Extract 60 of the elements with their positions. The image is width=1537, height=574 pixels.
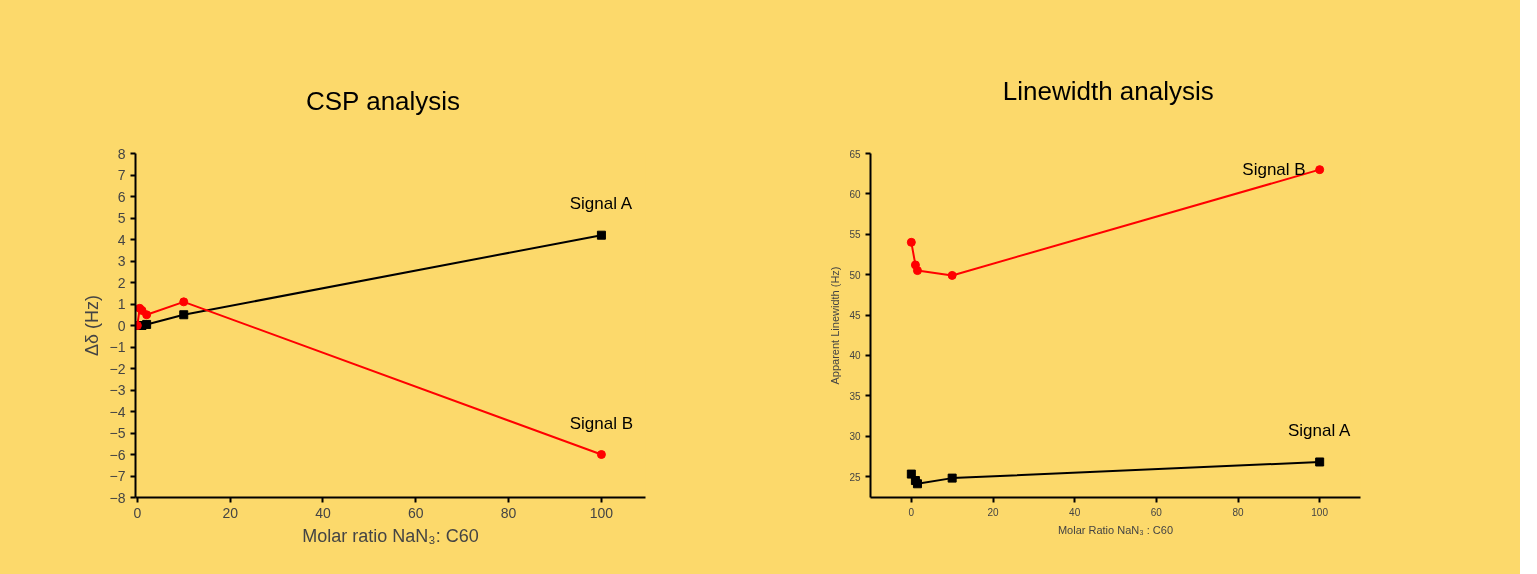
- series-label: Signal A: [569, 194, 633, 214]
- point: [947, 270, 957, 280]
- x-tick-label: 80: [500, 504, 517, 521]
- y-tick-label: 0: [117, 317, 126, 334]
- point: [179, 297, 189, 307]
- y-tick-label: 30: [849, 431, 861, 443]
- x-tick-label: 20: [987, 506, 999, 518]
- x-tick-label: 100: [589, 504, 614, 521]
- x-tick-label: 80: [1232, 506, 1244, 518]
- x-axis-title: Molar ratio NaN₃: C60: [302, 525, 479, 546]
- y-tick-label: 2: [117, 274, 126, 291]
- y-tick-label: 7: [117, 167, 126, 183]
- point: [1315, 165, 1325, 175]
- point: [906, 237, 916, 247]
- x-tick-label: 60: [408, 504, 424, 521]
- y-tick-label: −1: [109, 339, 126, 355]
- point: [179, 310, 189, 320]
- point: [596, 450, 606, 459]
- y-tick-label: 50: [849, 269, 861, 281]
- series-label: Signal A: [1288, 420, 1352, 440]
- y-tick-label: 1: [117, 296, 126, 312]
- x-tick-label: 20: [222, 504, 239, 521]
- y-tick-label: 45: [849, 310, 861, 321]
- y-tick-label: 65: [849, 148, 861, 160]
- y-tick-label: −2: [109, 360, 126, 377]
- y-tick-label: −4: [109, 403, 126, 420]
- point: [912, 266, 922, 276]
- y-axis-title: Δδ (Hz): [81, 294, 102, 357]
- x-tick-label: 60: [1150, 506, 1163, 518]
- point: [947, 473, 957, 483]
- point: [142, 310, 152, 320]
- y-tick-label: 4: [117, 231, 126, 248]
- y-tick-label: −7: [109, 468, 126, 484]
- point: [596, 230, 606, 240]
- chart-title: CSP analysis: [305, 86, 461, 116]
- point: [1315, 457, 1325, 467]
- y-tick-label: 40: [849, 350, 861, 362]
- point: [142, 319, 152, 329]
- y-tick-label: −5: [109, 425, 126, 441]
- y-tick-label: 5: [117, 210, 126, 226]
- x-axis-title: Molar Ratio NaN₃ : C60: [1057, 523, 1174, 536]
- y-tick-label: 55: [849, 229, 861, 241]
- chart-title: Linewidth analysis: [1002, 76, 1214, 106]
- x-tick-label: 40: [315, 504, 331, 521]
- y-axis-title: Apparent Linewidth (Hz): [829, 266, 842, 385]
- x-tick-label: 0: [908, 506, 915, 518]
- y-tick-label: 8: [117, 145, 126, 162]
- y-tick-label: 35: [849, 390, 861, 402]
- y-tick-label: −6: [109, 446, 126, 463]
- series-label: Signal B: [1242, 160, 1306, 180]
- y-tick-label: 3: [117, 253, 126, 269]
- x-tick-label: 40: [1069, 506, 1081, 518]
- y-tick-label: −8: [109, 489, 126, 506]
- x-tick-label: 0: [133, 504, 142, 521]
- series-label: Signal B: [569, 413, 634, 433]
- y-tick-label: 6: [117, 188, 126, 205]
- y-tick-label: 25: [849, 471, 861, 483]
- x-tick-label: 100: [1311, 506, 1329, 518]
- y-tick-label: −3: [109, 382, 126, 398]
- y-tick-label: 60: [849, 188, 861, 200]
